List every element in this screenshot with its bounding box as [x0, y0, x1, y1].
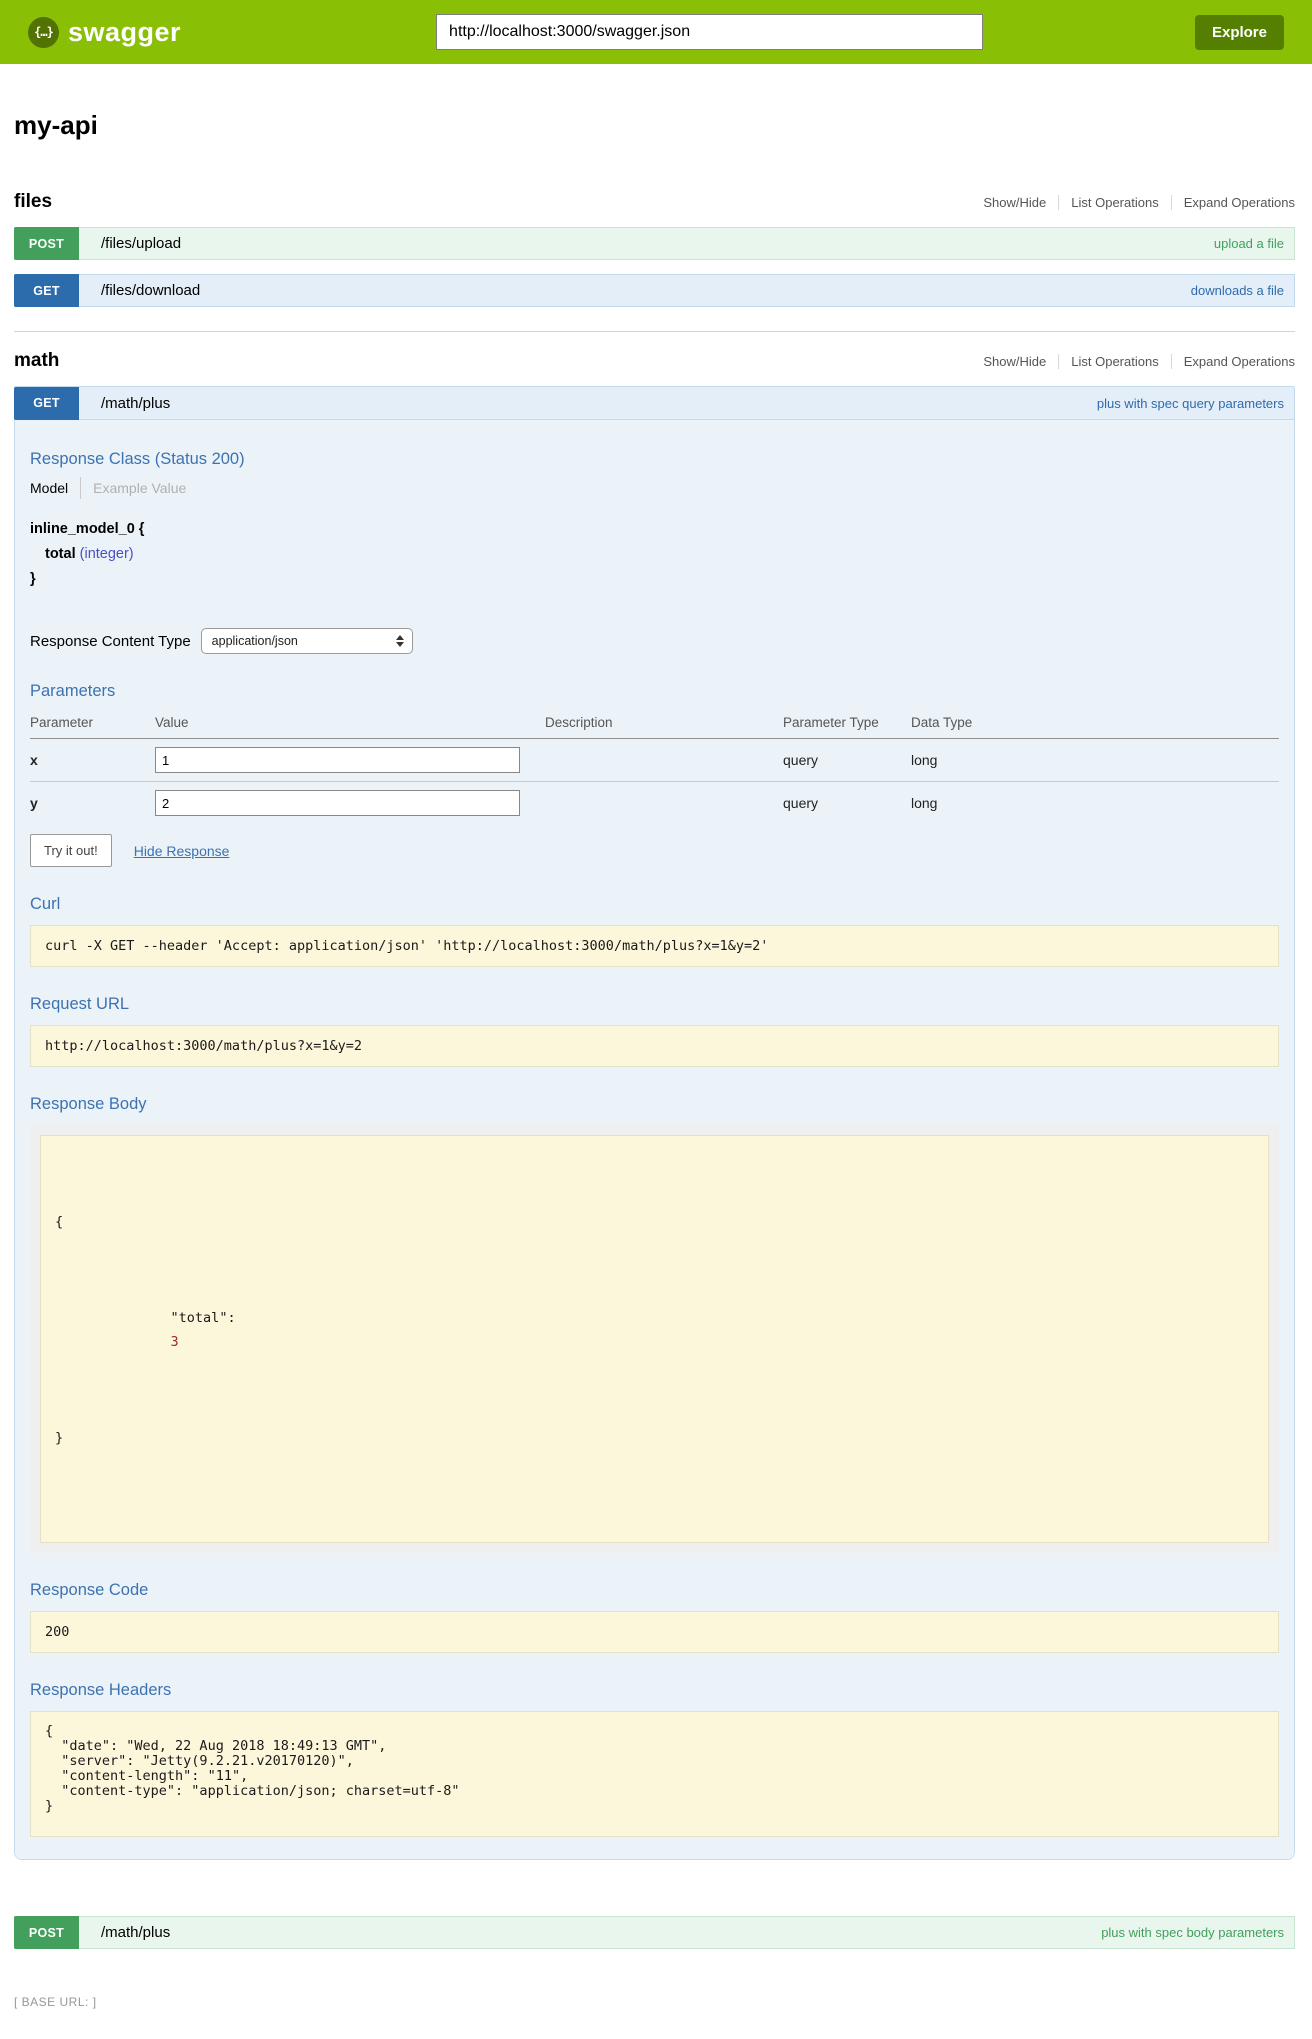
json-close-brace: }: [55, 1430, 64, 1446]
math-section-title: math: [14, 350, 60, 371]
section-divider: [14, 331, 1295, 332]
try-it-out-button[interactable]: Try it out!: [30, 834, 112, 867]
files-section-header: files Show/Hide List Operations Expand Ope…: [14, 191, 1295, 213]
model-signature: inline_model_0 { total (integer) }: [30, 517, 1279, 592]
operation-path-link[interactable]: /files/download: [101, 282, 201, 299]
col-parameter-type: Parameter Type: [783, 711, 911, 739]
math-list-operations-link[interactable]: List Operations: [1058, 354, 1171, 369]
param-description: [545, 739, 783, 782]
param-y-input[interactable]: [155, 790, 520, 816]
hide-response-link[interactable]: Hide Response: [133, 842, 230, 859]
post-method-badge: POST: [14, 1916, 79, 1949]
request-url-box: http://localhost:3000/math/plus?x=1&y=2: [30, 1025, 1279, 1067]
response-body-wrapper: { "total": 3 }: [30, 1125, 1279, 1553]
model-prop-type: (integer): [79, 546, 134, 562]
operation-summary-link[interactable]: plus with spec query parameters: [1096, 395, 1284, 411]
parameters-table: Parameter Value Description Parameter Ty…: [30, 711, 1279, 824]
swagger-logo[interactable]: {…} swagger: [28, 16, 182, 48]
files-show-hide-link[interactable]: Show/Hide: [983, 195, 1047, 210]
tab-separator: [80, 477, 82, 499]
operation-block-get-math-plus: GET /math/plus plus with spec query para…: [14, 386, 1295, 1860]
model-open-line: inline_model_0 {: [30, 521, 145, 537]
curl-command-box: curl -X GET --header 'Accept: applicatio…: [30, 925, 1279, 967]
select-arrows-icon: [395, 635, 404, 647]
operation-row-get-files-download[interactable]: GET /files/download downloads a file: [14, 274, 1295, 307]
param-type: query: [783, 781, 911, 824]
operation-row-get-math-plus[interactable]: GET /math/plus plus with spec query para…: [14, 386, 1294, 420]
operation-path-link[interactable]: /math/plus: [101, 394, 171, 412]
param-x-input[interactable]: [155, 747, 520, 773]
math-expand-operations-link[interactable]: Expand Operations: [1170, 354, 1295, 369]
param-name: x: [30, 752, 38, 768]
json-open-brace: {: [55, 1214, 64, 1230]
math-section-header: math Show/Hide List Operations Expand Oper…: [14, 350, 1295, 372]
response-body-heading: Response Body: [30, 1095, 147, 1113]
request-url-heading: Request URL: [30, 995, 130, 1013]
operation-row-post-files-upload[interactable]: POST /files/upload upload a file: [14, 227, 1295, 260]
operation-path-link[interactable]: /files/upload: [101, 235, 182, 252]
operation-detail-panel: Response Class (Status 200) Model Exampl…: [15, 420, 1294, 1859]
param-name: y: [30, 781, 155, 824]
param-data-type: long: [911, 752, 938, 768]
param-row-y: y query long: [30, 781, 1279, 824]
col-data-type: Data Type: [911, 711, 1279, 739]
spec-url-input[interactable]: [436, 14, 984, 50]
top-header-bar: {…} swagger Explore: [0, 0, 1312, 64]
model-tabs: Model Example Value: [30, 477, 1279, 499]
col-value: Value: [155, 711, 545, 739]
tab-model[interactable]: Model: [30, 480, 69, 496]
model-close-line: }: [30, 571, 36, 587]
operation-row-post-math-plus[interactable]: POST /math/plus plus with spec body para…: [14, 1916, 1295, 1949]
operation-summary-link[interactable]: plus with spec body parameters: [1101, 1925, 1284, 1940]
parameters-heading: Parameters: [30, 682, 116, 700]
response-body-box: { "total": 3 }: [40, 1135, 1269, 1543]
files-section-title: files: [14, 191, 53, 212]
curl-heading: Curl: [30, 895, 61, 913]
tab-example-value[interactable]: Example Value: [93, 480, 187, 496]
base-url-footer: [ BASE URL: ]: [14, 1995, 97, 2009]
selected-content-type: application/json: [211, 634, 298, 648]
json-value: 3: [170, 1334, 179, 1350]
col-description: Description: [545, 711, 783, 739]
math-show-hide-link[interactable]: Show/Hide: [983, 354, 1047, 369]
response-headers-box: { "date": "Wed, 22 Aug 2018 18:49:13 GMT…: [30, 1711, 1279, 1837]
param-data-type: long: [911, 781, 1279, 824]
response-code-heading: Response Code: [30, 1581, 149, 1599]
col-parameter: Parameter: [30, 711, 155, 739]
model-prop-name: total: [45, 546, 76, 562]
logo-text: swagger: [68, 16, 182, 47]
param-row-x: x query long: [30, 739, 1279, 782]
get-method-badge: GET: [14, 386, 79, 420]
page-content: my-api files Show/Hide List Operations Exp…: [14, 110, 1295, 2009]
param-description: [545, 781, 783, 824]
response-content-type-label: Response Content Type: [30, 632, 191, 650]
operation-path-link[interactable]: /math/plus: [101, 1924, 171, 1941]
response-content-type-select[interactable]: application/json: [200, 628, 413, 654]
explore-button[interactable]: Explore: [1194, 14, 1284, 50]
response-class-heading: Response Class (Status 200): [30, 450, 245, 468]
api-title: my-api: [14, 110, 98, 140]
files-expand-operations-link[interactable]: Expand Operations: [1170, 195, 1295, 210]
response-code-box: 200: [30, 1611, 1279, 1653]
post-method-badge: POST: [14, 227, 79, 260]
json-key: "total":: [170, 1310, 236, 1326]
operation-summary-link[interactable]: downloads a file: [1190, 283, 1284, 298]
response-content-type-row: Response Content Type application/json: [30, 628, 1279, 654]
operation-summary-link[interactable]: upload a file: [1213, 236, 1284, 251]
get-method-badge: GET: [14, 274, 79, 307]
files-list-operations-link[interactable]: List Operations: [1058, 195, 1171, 210]
curly-braces-icon: {…}: [28, 16, 59, 48]
param-type: query: [783, 752, 819, 768]
response-headers-heading: Response Headers: [30, 1681, 172, 1699]
